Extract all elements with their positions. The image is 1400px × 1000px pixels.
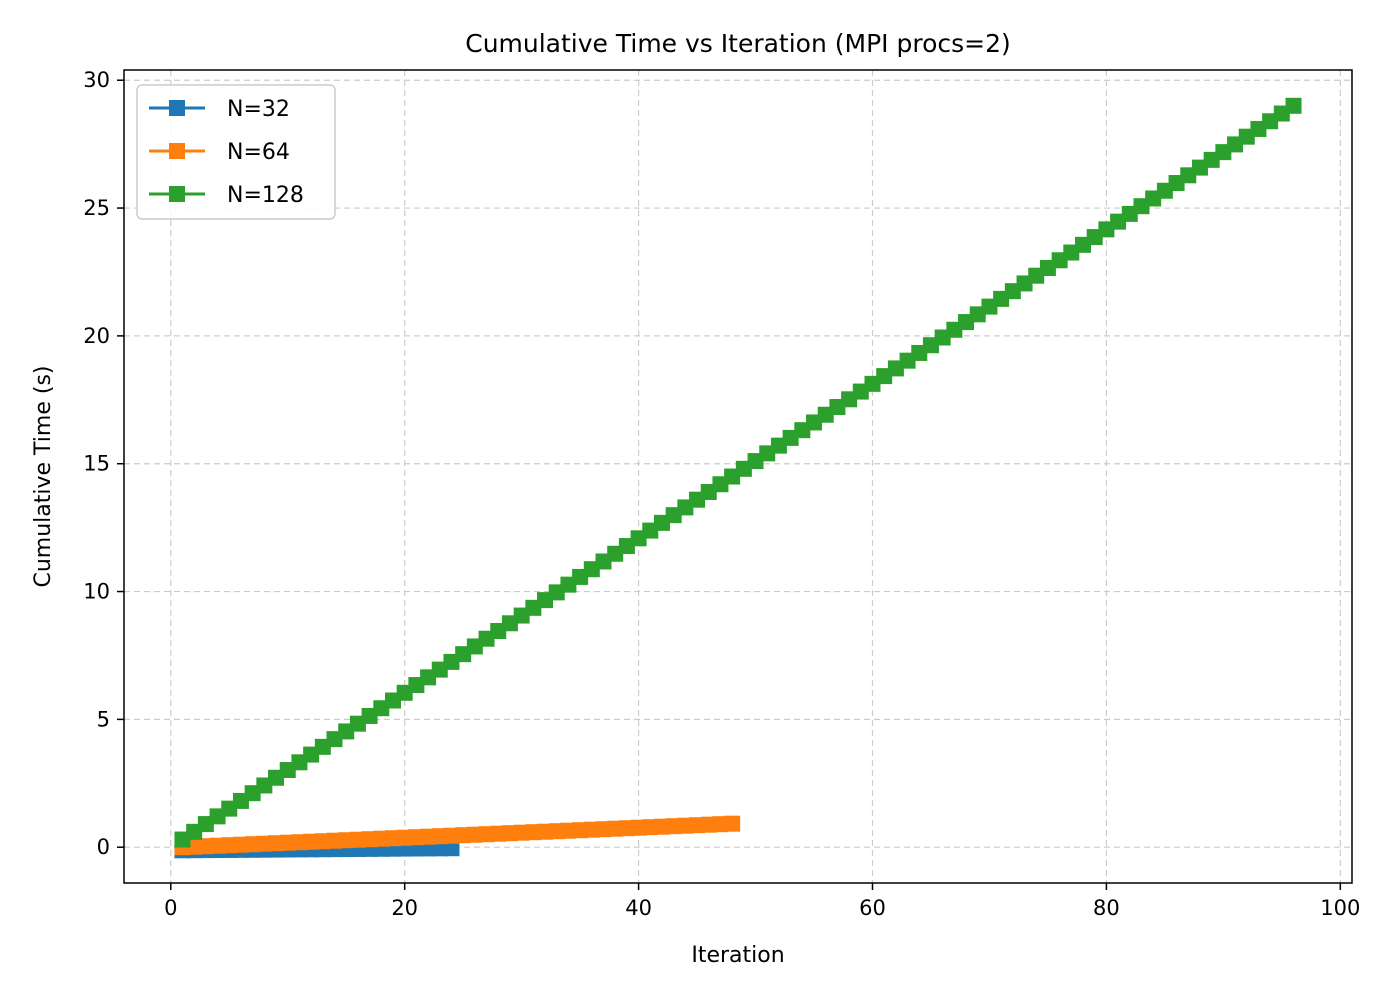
y-tick-label: 5 [97, 707, 110, 731]
x-tick-label: 80 [1093, 896, 1120, 920]
x-tick-label: 100 [1320, 896, 1360, 920]
y-axis-title: Cumulative Time (s) [31, 365, 56, 587]
series-layer [174, 97, 1302, 859]
x-tick-label: 60 [859, 896, 886, 920]
x-tick-label: 0 [164, 896, 177, 920]
data-point-marker [443, 840, 460, 857]
series-n-64 [174, 815, 741, 856]
legend-marker [169, 143, 185, 159]
y-tick-label: 15 [83, 452, 110, 476]
legend-label: N=64 [227, 140, 290, 165]
legend-marker [169, 186, 185, 202]
legend-box [136, 84, 336, 220]
series-n-128 [174, 97, 1302, 848]
y-tick-label: 10 [83, 580, 110, 604]
data-point-marker [724, 815, 741, 832]
legend-label: N=128 [227, 183, 304, 208]
legend-item: N=32 [149, 97, 290, 122]
legend-item: N=64 [149, 140, 290, 165]
y-tick-label: 25 [83, 196, 110, 220]
y-tick-label: 20 [83, 324, 110, 348]
legend-item: N=128 [149, 183, 304, 208]
x-tick-label: 20 [391, 896, 418, 920]
chart-title: Cumulative Time vs Iteration (MPI procs=… [465, 29, 1011, 58]
data-point-marker [1285, 97, 1302, 114]
legend-marker [169, 100, 185, 116]
legend-label: N=32 [227, 97, 290, 122]
axis-ticks: 0 20 40 60 80 100 0 5 10 15 20 25 30 [83, 68, 1360, 920]
x-tick-label: 40 [625, 896, 652, 920]
plot-frame [123, 69, 1353, 884]
x-axis-title: Iteration [691, 943, 784, 968]
legend: N=32 N=64 N=128 [136, 84, 336, 220]
y-tick-label: 0 [97, 835, 110, 859]
y-tick-label: 30 [83, 68, 110, 92]
